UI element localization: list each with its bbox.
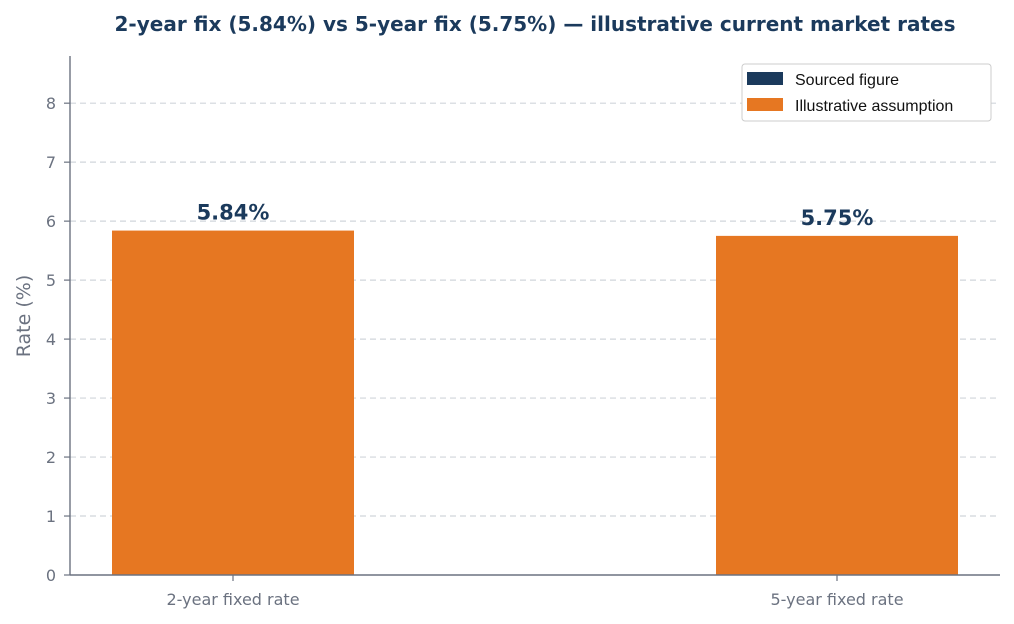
legend-swatch-illustrative: [747, 98, 783, 111]
x-tick-label: 2-year fixed rate: [166, 590, 299, 609]
axes: [69, 56, 1000, 576]
data-label: 5.84%: [197, 201, 270, 225]
legend: Sourced figure Illustrative assumption: [741, 63, 992, 122]
y-tick-label: 3: [46, 389, 56, 408]
y-tick-label: 1: [46, 507, 56, 526]
legend-label-sourced: Sourced figure: [795, 72, 899, 89]
y-tick-label: 7: [46, 153, 56, 172]
y-tick-label: 6: [46, 212, 56, 231]
y-tick-label: 0: [46, 566, 56, 585]
x-tick-label: 5-year fixed rate: [770, 590, 903, 609]
y-tick-label: 8: [46, 94, 56, 113]
y-tick-label: 2: [46, 448, 56, 467]
data-labels: 5.84% 5.75%: [197, 201, 874, 230]
ticks: 0 1 2 3 4 5 6 7 8 2-year fixed rate 5-year fixed r…: [46, 94, 904, 609]
chart-title: 2-year fix (5.84%) vs 5-year fix (5.75%)…: [115, 12, 956, 36]
y-tick-label: 4: [46, 330, 56, 349]
bar-2: [716, 235, 958, 575]
y-axis-label: Rate (%): [13, 275, 35, 358]
bars: [112, 230, 958, 575]
data-label: 5.75%: [801, 206, 874, 230]
legend-frame: [741, 63, 992, 122]
legend-swatch-sourced: [747, 72, 783, 85]
y-tick-label: 5: [46, 271, 56, 290]
bar-1: [112, 230, 354, 575]
legend-label-illustrative: Illustrative assumption: [795, 98, 953, 115]
